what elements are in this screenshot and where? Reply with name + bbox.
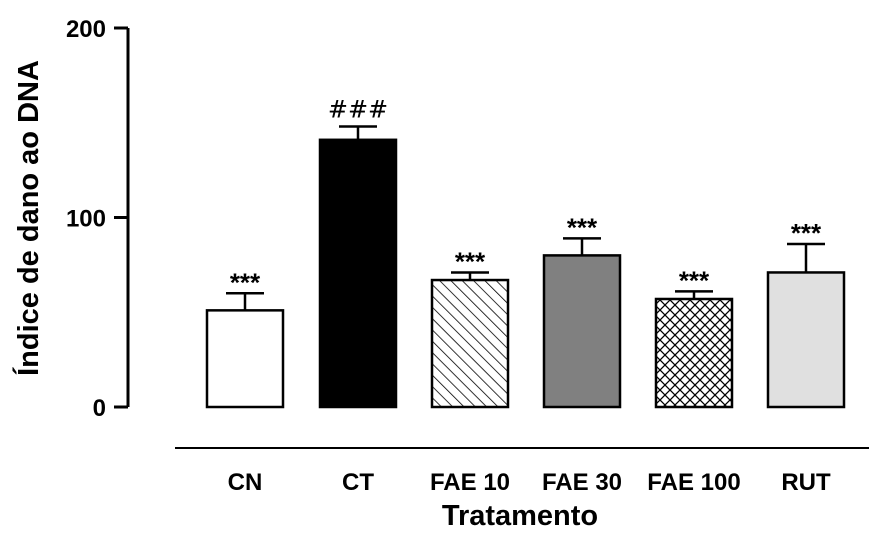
- x-tick-label: FAE 100: [647, 469, 740, 496]
- y-axis: 0 100 200: [66, 16, 130, 422]
- bar-fae-10: [430, 278, 510, 409]
- bars: [205, 138, 846, 409]
- significance-label: ###: [328, 96, 388, 124]
- bar-rut: [766, 271, 846, 409]
- y-axis-title: Índice de dano ao DNA: [11, 60, 45, 376]
- x-tick-label: CN: [228, 469, 263, 496]
- significance-label: ***: [567, 212, 598, 242]
- y-tick-label: 100: [66, 206, 106, 233]
- y-tick-label: 0: [93, 395, 106, 422]
- x-tick-label: CT: [342, 469, 374, 496]
- bar-fae-100: [654, 297, 734, 409]
- x-tick-label: RUT: [781, 469, 831, 496]
- y-ticks: 0 100 200: [66, 16, 128, 422]
- bar-cn: [205, 309, 285, 409]
- significance-label: ***: [679, 265, 710, 295]
- x-tick-label: FAE 10: [430, 469, 510, 496]
- x-axis-title: Tratamento: [442, 500, 598, 532]
- significance-annotations: *** ### *** *** *** ***: [230, 96, 822, 298]
- bar-fae-30: [542, 254, 622, 409]
- significance-label: ***: [455, 246, 486, 276]
- bar-ct: [318, 138, 398, 409]
- y-tick-label: 200: [66, 16, 106, 43]
- significance-label: ***: [230, 267, 261, 297]
- x-tick-label: FAE 30: [542, 469, 622, 496]
- error-bars: [226, 125, 825, 311]
- category-labels: CN CT FAE 10 FAE 30 FAE 100 RUT: [228, 469, 831, 496]
- significance-label: ***: [791, 218, 822, 248]
